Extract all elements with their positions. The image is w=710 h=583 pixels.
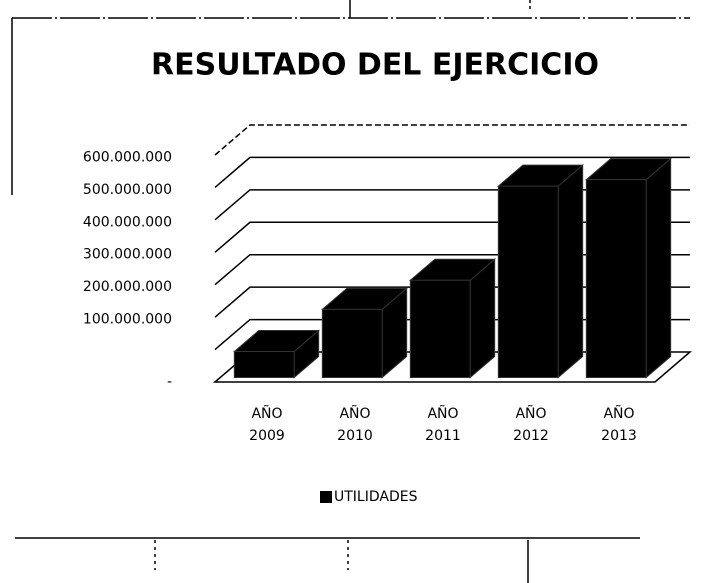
bar [232,329,321,379]
legend-swatch [320,491,332,503]
y-tick-label: 600.000.000 [83,149,172,165]
bar-front [321,308,383,378]
grid-line [214,156,690,188]
legend-label: UTILIDADES [334,489,418,505]
y-tick-label: - [167,374,172,390]
bar [584,157,673,379]
x-tick-label: AÑO 2012 [513,405,549,444]
x-tick-label: AÑO 2010 [337,405,373,444]
x-tick-line: 2012 [513,428,549,444]
bar-front [409,279,471,378]
x-tick-line: AÑO [339,405,370,422]
x-tick-line: 2010 [337,428,373,444]
frame [11,0,690,583]
x-tick-label: AÑO 2011 [425,405,461,444]
y-tick-label: 200.000.000 [83,279,172,295]
bar [408,258,497,379]
bar-front [585,179,647,378]
bar-front [233,351,295,378]
chart-title: RESULTADO DEL EJERCICIO [151,48,599,83]
y-tick-label: 300.000.000 [83,247,172,263]
x-tick-label: AÑO 2009 [249,405,285,444]
bar-front [497,185,559,378]
x-tick-line: AÑO [603,405,634,422]
x-tick-line: 2011 [425,428,461,444]
x-tick-line: AÑO [251,405,282,422]
wall-edge [214,124,690,156]
x-tick-line: 2009 [249,428,285,444]
bar [496,164,585,379]
bar-side [645,157,672,379]
bar [320,287,409,379]
x-tick-line: 2013 [601,428,637,444]
y-tick-label: 100.000.000 [83,312,172,328]
y-tick-label: 500.000.000 [83,182,172,198]
bar-side [557,164,584,379]
x-tick-label: AÑO 2013 [601,405,637,444]
x-tick-line: AÑO [515,405,546,422]
x-tick-line: AÑO [427,405,458,422]
y-tick-label: 400.000.000 [83,214,172,230]
